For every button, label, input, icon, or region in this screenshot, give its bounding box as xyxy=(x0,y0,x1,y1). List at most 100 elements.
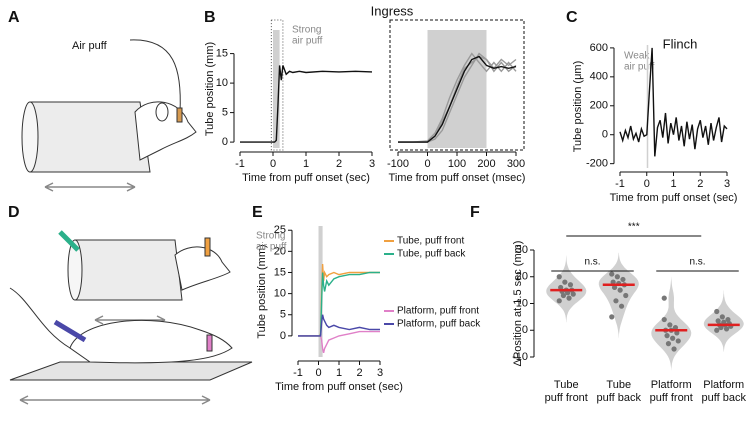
line xyxy=(398,52,517,143)
significance-label: n.s. xyxy=(584,257,600,268)
legend-label: Tube, puff back xyxy=(397,249,466,260)
x-tick-label: Platform xyxy=(703,379,744,391)
x-axis-label: Time from puff onset (sec) xyxy=(610,192,738,204)
x-tick-label: 200 xyxy=(477,158,495,170)
data-point xyxy=(661,316,667,323)
x-tick-label: puff back xyxy=(597,392,642,404)
y-tick-label: 10 xyxy=(516,297,528,309)
data-point xyxy=(613,298,619,304)
illustration-a xyxy=(21,39,197,192)
y-tick-label: -200 xyxy=(586,158,608,170)
data-point xyxy=(623,292,629,299)
y-axis-label: ΔPosition at 1.5 sec (mm) xyxy=(512,241,524,367)
x-tick-label: -1 xyxy=(235,158,245,170)
y-tick-label: 600 xyxy=(590,42,608,54)
x-tick-label: 0 xyxy=(270,158,276,170)
data-point xyxy=(715,318,721,324)
y-axis-label: Tube position (mm) xyxy=(204,42,216,136)
data-point xyxy=(714,327,720,333)
x-tick-label: Tube xyxy=(606,379,631,391)
y-tick-label: 20 xyxy=(516,271,528,283)
illustration-d xyxy=(9,230,253,405)
x-tick-label: Tube xyxy=(554,379,579,391)
y-tick-label: 10 xyxy=(274,288,286,300)
line xyxy=(298,263,380,337)
panel-label: E xyxy=(252,204,263,221)
x-tick-label: 2 xyxy=(336,158,342,170)
data-point xyxy=(560,292,567,299)
stimulus-window xyxy=(646,45,649,168)
y-tick-label: -10 xyxy=(512,351,528,363)
data-point xyxy=(618,303,625,309)
data-point xyxy=(558,284,564,291)
data-point xyxy=(567,282,574,288)
y-tick-label: 15 xyxy=(216,48,228,60)
x-tick-label: 3 xyxy=(369,158,375,170)
data-point xyxy=(556,274,562,280)
annotation: air puff xyxy=(624,62,655,73)
violin xyxy=(598,252,639,339)
x-axis-label: Time from puff onset (sec) xyxy=(242,172,370,184)
legend-label: Platform, puff back xyxy=(397,319,481,330)
y-tick-label: 5 xyxy=(280,309,286,321)
data-point xyxy=(714,308,720,315)
x-tick-label: 2 xyxy=(356,367,362,379)
x-tick-label: puff back xyxy=(702,392,747,404)
x-tick-label: 1 xyxy=(336,367,342,379)
line xyxy=(398,52,517,143)
data-point xyxy=(665,341,672,347)
data-point xyxy=(610,279,616,285)
stimulus-window xyxy=(273,30,280,148)
data-point xyxy=(661,295,667,301)
x-tick-label: -1 xyxy=(615,178,625,190)
line xyxy=(619,47,728,157)
annotation: air puff xyxy=(292,36,323,47)
x-tick-label: 0 xyxy=(644,178,650,190)
line xyxy=(298,271,380,337)
panel-label: D xyxy=(8,204,20,221)
x-tick-label: -100 xyxy=(387,158,409,170)
y-tick-label: 200 xyxy=(590,100,608,112)
data-point xyxy=(620,276,626,283)
y-tick-label: 20 xyxy=(274,245,286,257)
data-point xyxy=(617,287,623,293)
data-point xyxy=(562,279,568,285)
data-point xyxy=(609,314,615,320)
data-point xyxy=(725,316,731,323)
y-tick-label: 400 xyxy=(590,71,608,83)
line xyxy=(240,65,373,143)
x-tick-label: puff front xyxy=(650,392,693,404)
y-tick-label: 15 xyxy=(274,266,286,278)
y-tick-label: 30 xyxy=(516,244,528,256)
legend-label: Platform, puff front xyxy=(397,306,479,317)
y-tick-label: 25 xyxy=(274,224,286,236)
x-tick-label: 1 xyxy=(303,158,309,170)
data-point xyxy=(670,335,676,341)
data-point xyxy=(719,314,725,320)
panel-label: C xyxy=(566,9,578,26)
x-tick-label: 3 xyxy=(724,178,730,190)
data-point xyxy=(570,291,576,297)
annotation: air puff xyxy=(256,242,287,253)
zoom-box xyxy=(270,19,284,151)
line xyxy=(398,55,517,143)
annotation: Strong xyxy=(292,25,321,36)
data-point xyxy=(721,319,727,325)
data-point xyxy=(556,298,562,304)
significance-label: *** xyxy=(628,222,640,233)
line xyxy=(298,314,380,337)
x-tick-label: 0 xyxy=(424,158,430,170)
data-point xyxy=(664,333,670,339)
chart-title: Ingress xyxy=(371,3,414,18)
data-point xyxy=(675,338,681,344)
line xyxy=(298,330,380,353)
panel-label: B xyxy=(204,9,216,26)
x-tick-label: 1 xyxy=(670,178,676,190)
y-tick-label: 0 xyxy=(602,129,608,141)
data-point xyxy=(672,324,679,331)
y-tick-label: 0 xyxy=(280,330,286,342)
x-tick-label: -1 xyxy=(293,367,303,379)
significance-label: n.s. xyxy=(689,257,705,268)
y-tick-label: 5 xyxy=(222,107,228,119)
